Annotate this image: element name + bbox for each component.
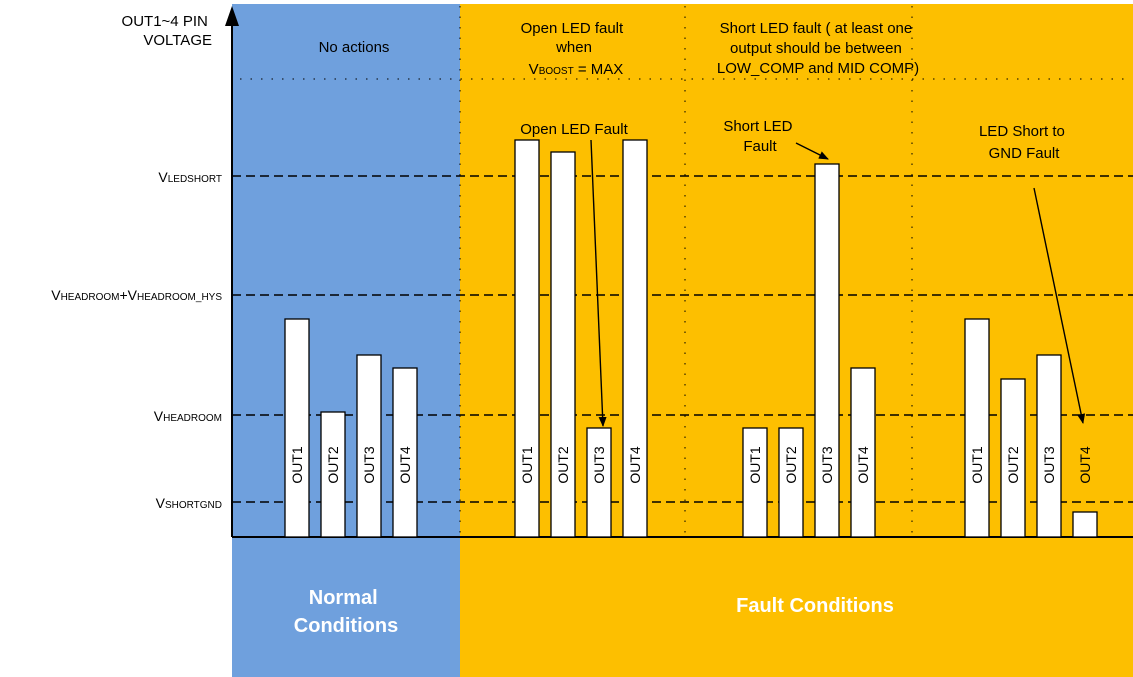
bar-short-led-out3	[814, 163, 840, 538]
bar-label-short-led-out1: OUT1	[747, 446, 763, 484]
arrow-short-led-fault	[795, 142, 829, 160]
header-open-led: Open LED fault when	[521, 20, 628, 56]
output-bars: OUT1 OUT2 OUT3 OUT4 OUT1 OUT2 OUT3 OUT4 OUT1 OUT2…	[284, 139, 1098, 538]
bar-short-led-out4	[850, 367, 876, 538]
header-open-led-formula: VBOOST = MAX	[529, 61, 624, 78]
bar-open-led-out3	[586, 427, 612, 538]
bar-label-short-gnd-out2: OUT2	[1005, 446, 1021, 484]
bar-short-gnd-out1	[964, 318, 990, 538]
bar-short-led-out1	[742, 427, 768, 538]
threshold-label-vheadroom: VHEADROOM	[154, 408, 222, 424]
arrow-short-gnd-fault	[1033, 187, 1086, 424]
annotation-open-led-fault: Open LED Fault	[520, 121, 628, 138]
bar-normal-out4	[392, 367, 418, 538]
bar-label-open-led-out3: OUT3	[591, 446, 607, 484]
bar-label-short-led-out3: OUT3	[819, 446, 835, 484]
threshold-label-vheadroom-hys: VHEADROOM+VHEADROOM_HYS	[51, 287, 222, 303]
y-axis-title: OUT1~4 PIN VOLTAGE	[122, 13, 212, 49]
bar-label-short-gnd-out1: OUT1	[969, 446, 985, 484]
annotation-short-gnd-fault: LED Short to GND Fault	[979, 123, 1069, 162]
header-short-led: Short LED fault ( at least one output sh…	[717, 20, 919, 77]
bar-open-led-out4	[622, 139, 648, 538]
bar-label-short-gnd-out3: OUT3	[1041, 446, 1057, 484]
bar-short-led-out2	[778, 427, 804, 538]
normal-conditions-region	[232, 4, 460, 677]
bar-short-gnd-out2	[1000, 378, 1026, 538]
bar-label-short-gnd-out4: OUT4	[1077, 446, 1093, 484]
bar-short-gnd-out4	[1072, 511, 1098, 538]
dotted-separators	[240, 6, 1125, 536]
bar-open-led-out1	[514, 139, 540, 538]
bar-label-short-led-out4: OUT4	[855, 446, 871, 484]
header-no-actions: No actions	[319, 39, 390, 56]
bar-label-normal-out4: OUT4	[397, 446, 413, 484]
bar-normal-out1	[284, 318, 310, 538]
bar-label-open-led-out4: OUT4	[627, 446, 643, 484]
annotation-short-led-fault: Short LED Fault	[723, 118, 796, 155]
arrow-open-led-fault	[590, 139, 607, 427]
bar-label-open-led-out2: OUT2	[555, 446, 571, 484]
threshold-label-vledshort: VLEDSHORT	[158, 169, 222, 185]
annotation-arrows	[590, 139, 1086, 427]
bar-label-normal-out3: OUT3	[361, 446, 377, 484]
footer-normal-conditions: Normal Conditions	[294, 587, 398, 637]
footer-fault-conditions: Fault Conditions	[736, 595, 894, 617]
bar-open-led-out2	[550, 151, 576, 538]
threshold-label-vshortgnd: VSHORTGND	[156, 495, 222, 511]
bar-label-normal-out1: OUT1	[289, 446, 305, 484]
bar-normal-out3	[356, 354, 382, 538]
bar-label-normal-out2: OUT2	[325, 446, 341, 484]
bar-normal-out2	[320, 411, 346, 538]
bar-label-short-led-out2: OUT2	[783, 446, 799, 484]
y-axis-arrow-icon	[225, 6, 239, 26]
bar-label-open-led-out1: OUT1	[519, 446, 535, 484]
bar-short-gnd-out3	[1036, 354, 1062, 538]
